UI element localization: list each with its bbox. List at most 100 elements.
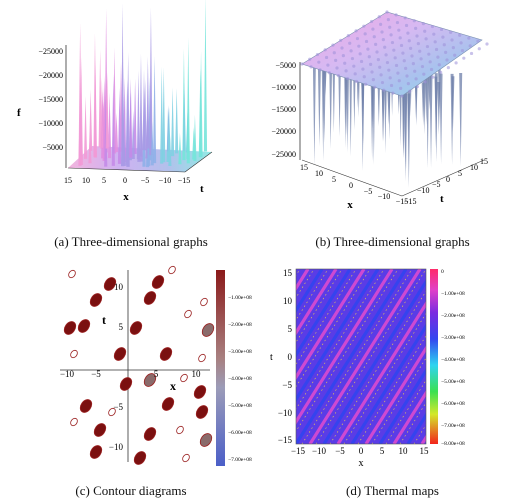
ripple — [467, 36, 471, 40]
ripple — [327, 71, 331, 75]
contour-blob — [79, 399, 93, 413]
stripe — [350, 323, 426, 444]
stripe — [296, 269, 338, 336]
stripe-highlight — [296, 269, 399, 432]
t-tick: −15 — [404, 197, 417, 206]
x-axis-label: x — [170, 379, 176, 393]
ripple — [400, 94, 404, 98]
surface-spike — [192, 127, 196, 160]
z-tick: −20000 — [271, 127, 296, 136]
y-tick: 10 — [283, 296, 293, 306]
ripple — [308, 57, 312, 61]
stripe — [296, 269, 394, 425]
ripple — [415, 84, 420, 89]
ripple — [348, 41, 352, 45]
contour-blob — [89, 445, 103, 459]
stripe-highlight — [315, 269, 426, 444]
colorbar-tick: −3.00e+08 — [441, 335, 465, 341]
ripple — [355, 36, 360, 41]
ripple — [336, 74, 340, 78]
ripple — [433, 40, 437, 44]
panel-a-x-axis — [67, 167, 186, 173]
ripple — [414, 77, 418, 81]
ripple — [382, 88, 386, 92]
ripple — [418, 49, 422, 53]
panel-c: −10 −5 5 10 10 5 −5 −10 t x −1.00e+08 −2… — [0, 262, 262, 477]
surface-spike — [199, 50, 203, 157]
contour-blob — [89, 293, 103, 307]
surface-spike — [146, 56, 150, 149]
panel-b-t-axis — [401, 159, 485, 197]
ripple — [384, 53, 388, 57]
ripple — [399, 43, 404, 48]
stripe-highlight — [296, 269, 371, 388]
surface-spike — [407, 93, 411, 188]
x-tick: −10 — [378, 192, 391, 201]
colorbar-tick: −6.00e+08 — [228, 430, 252, 436]
surface-spike — [162, 67, 166, 163]
surface-spike — [317, 65, 321, 147]
y-tick: −10 — [109, 442, 124, 452]
ripple — [366, 47, 370, 51]
surface-spike — [312, 62, 316, 166]
ripple — [451, 46, 455, 50]
surface-spike — [133, 78, 137, 155]
ripple — [385, 10, 389, 14]
contour-blob — [143, 373, 157, 387]
ripple — [441, 35, 445, 39]
surface-spike — [439, 73, 443, 165]
colorbar-tick: −7.00e+08 — [228, 457, 252, 463]
x-tick: 5 — [102, 176, 106, 185]
surface-spike — [329, 61, 333, 149]
surface-spike — [150, 121, 154, 166]
surface-spike — [422, 69, 426, 135]
ripple — [411, 62, 415, 66]
ripple — [318, 68, 322, 72]
x-tick: −10 — [312, 446, 327, 456]
ripple — [476, 39, 480, 43]
contour-blob — [199, 433, 213, 447]
ripple — [359, 59, 364, 64]
z-tick: −15000 — [271, 105, 296, 114]
surface-spike — [170, 87, 175, 157]
x-tick: 5 — [380, 446, 385, 456]
z-tick: −25000 — [38, 47, 63, 56]
colorbar-tick: −4.00e+08 — [228, 376, 252, 382]
ripple — [374, 42, 378, 46]
contour-blob — [182, 453, 190, 463]
z-tick: −20000 — [38, 71, 63, 80]
surface-spike — [203, 0, 208, 152]
ripple — [346, 34, 350, 38]
x-tick: 15 — [420, 446, 430, 456]
surface-spike — [428, 73, 432, 110]
surface-spike — [117, 87, 122, 164]
ripple — [390, 40, 395, 45]
contour-blob — [201, 323, 215, 337]
stripe-highlight — [484, 269, 523, 444]
contour-blob — [143, 427, 157, 441]
ripple — [394, 63, 399, 68]
surface-spike — [167, 107, 171, 157]
surface-spike — [142, 69, 146, 151]
surface-spike — [361, 71, 365, 172]
contour-blob — [93, 423, 107, 437]
contour-blob — [184, 309, 192, 319]
ripple — [425, 44, 430, 49]
ripple — [442, 43, 446, 47]
surface-spike — [120, 3, 125, 167]
colorbar-tick: −3.00e+08 — [228, 349, 252, 355]
contour-blob — [70, 349, 78, 359]
ripple — [450, 38, 454, 42]
contour-blob — [195, 405, 209, 419]
y-tick: −5 — [282, 380, 292, 390]
contour-blob — [168, 265, 176, 275]
x-tick: −10 — [60, 369, 75, 379]
caption-c: (c) Contour diagrams — [75, 483, 187, 498]
caption-a: (a) Three-dimensional graphs — [54, 234, 208, 249]
stripe — [296, 269, 366, 381]
ripple — [371, 78, 375, 82]
surface-spike — [137, 130, 141, 162]
panel-a: −25000 −20000 −15000 −10000 −5000 f 15 1… — [0, 0, 262, 230]
ripple — [345, 76, 350, 81]
z-tick: −15000 — [38, 95, 63, 104]
